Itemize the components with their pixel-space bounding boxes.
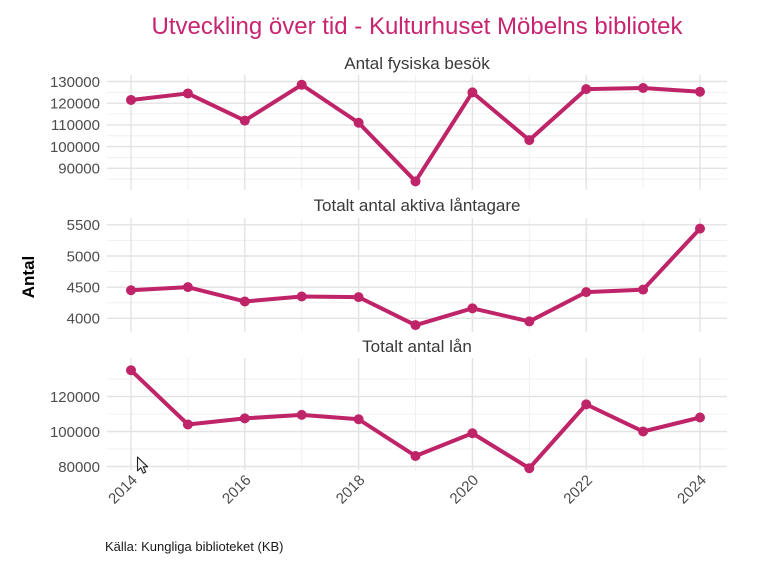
data-point <box>182 419 193 430</box>
data-point <box>239 115 250 126</box>
data-point <box>695 86 705 97</box>
data-point <box>581 287 592 298</box>
data-point <box>182 282 193 293</box>
facet-title-aktiva-lantagare: Totalt antal aktiva låntagare <box>313 196 521 215</box>
data-point <box>126 94 136 105</box>
data-point <box>467 87 478 98</box>
y-tick-label: 80000 <box>58 459 100 476</box>
y-tick-label: 130000 <box>50 74 100 91</box>
y-tick-label: 4500 <box>67 279 100 296</box>
y-tick-label: 120000 <box>50 389 100 406</box>
data-point <box>126 365 136 376</box>
y-tick-label: 110000 <box>51 117 100 134</box>
data-point <box>638 83 649 94</box>
data-point <box>524 135 535 146</box>
x-tick-label: 2024 <box>674 472 710 508</box>
x-tick-label: 2018 <box>333 472 369 508</box>
data-point <box>126 285 136 296</box>
y-tick-label: 5000 <box>67 248 100 265</box>
y-tick-label: 4000 <box>67 311 100 328</box>
y-tick-label: 120000 <box>50 95 100 112</box>
data-point <box>581 84 592 95</box>
source-caption: Källa: Kungliga biblioteket (KB) <box>105 539 284 554</box>
y-tick-label: 90000 <box>58 161 100 178</box>
data-point <box>239 296 250 307</box>
x-tick-label: 2022 <box>560 472 596 508</box>
data-point <box>524 316 535 327</box>
data-point <box>638 284 649 295</box>
y-tick-label: 100000 <box>50 424 100 441</box>
data-point <box>182 88 193 99</box>
data-point <box>296 409 307 420</box>
facet-title-antal-lan: Totalt antal lån <box>362 337 472 356</box>
data-point <box>353 117 364 128</box>
x-tick-label: 2020 <box>447 472 483 508</box>
data-point <box>695 412 705 423</box>
data-point <box>581 399 592 410</box>
data-point <box>467 428 478 439</box>
x-tick-label: 2016 <box>219 472 255 508</box>
data-point <box>296 291 307 302</box>
data-point <box>638 426 649 437</box>
data-point <box>353 292 364 303</box>
data-point <box>410 451 421 461</box>
y-tick-label: 5500 <box>67 217 100 234</box>
data-point <box>524 463 535 474</box>
data-point <box>410 176 421 187</box>
data-point <box>695 223 705 234</box>
x-tick-label: 2014 <box>105 472 141 508</box>
mouse-cursor-icon <box>136 456 149 474</box>
page-title: Utveckling över tid - Kulturhuset Möbeln… <box>151 13 683 40</box>
data-point <box>296 79 307 90</box>
data-point <box>467 303 478 314</box>
facet-title-fysiska-besok: Antal fysiska besök <box>344 54 490 73</box>
data-point <box>353 414 364 425</box>
data-point <box>239 413 250 424</box>
data-point <box>410 320 421 331</box>
y-tick-label: 100000 <box>50 139 100 156</box>
